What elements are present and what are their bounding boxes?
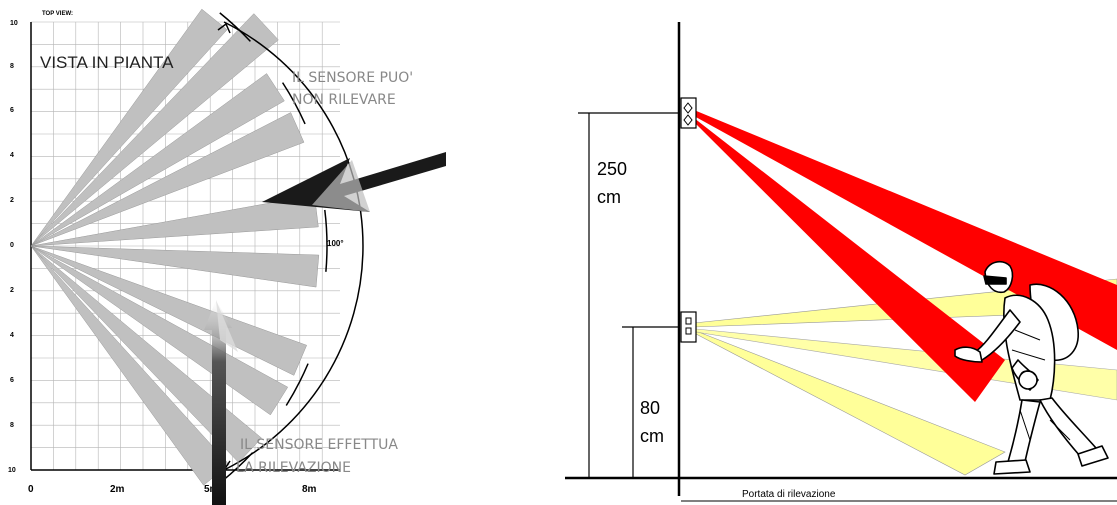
no-detect-label-line1: IL SENSORE PUO' — [292, 70, 413, 86]
height-low-value: 80 — [640, 398, 660, 418]
arc-segment — [324, 209, 328, 272]
high-sensor-icon — [680, 97, 697, 129]
beam — [30, 13, 279, 247]
x-tick-label: 2m — [110, 484, 125, 495]
beam — [30, 73, 285, 247]
upper-beams — [694, 110, 1117, 402]
y-tick-label: 8 — [10, 422, 14, 429]
angle-label: 100° — [327, 239, 344, 248]
x-tick-labels: 0 2m 5m 8m — [28, 484, 317, 495]
height-low-unit: cm — [640, 426, 664, 446]
y-tick-label: 6 — [10, 377, 14, 384]
walking-intruder-icon — [954, 260, 1109, 475]
arrow-detect-icon — [204, 300, 238, 505]
arc-segment — [285, 363, 309, 406]
low-sensor-icon — [680, 311, 697, 343]
beam — [30, 245, 308, 376]
top-view-panel: TOP VIEW: 10 8 6 4 2 0 2 4 6 8 10 0 2m 5… — [8, 8, 446, 505]
beam — [30, 245, 320, 288]
arc-segment — [219, 12, 251, 42]
height-high-unit: cm — [597, 187, 621, 207]
side-view-panel: 250 cm 80 cm — [565, 22, 1117, 502]
detect-label-line2: LA RILEVAZIONE — [236, 460, 351, 476]
upper-beam-bottom — [694, 118, 1005, 402]
arrow-no-detect-icon — [262, 152, 446, 212]
upper-beam-top — [694, 110, 1117, 350]
detect-label-line1: IL SENSORE EFFETTUA — [240, 437, 398, 453]
beam — [30, 112, 305, 247]
y-tick-label: 2 — [10, 197, 14, 204]
y-tick-label: 10 — [8, 467, 16, 474]
detection-beams — [30, 8, 320, 486]
height-high-value: 250 — [597, 159, 627, 179]
arc-segments — [219, 12, 328, 483]
range-arc — [223, 21, 364, 471]
y-tick-label: 4 — [10, 152, 14, 159]
no-detect-label-line2: NON RILEVARE — [292, 92, 396, 108]
y-tick-label: 6 — [10, 107, 14, 114]
y-tick-labels: 10 8 6 4 2 0 2 4 6 8 10 — [8, 20, 18, 474]
beam — [30, 245, 262, 463]
y-tick-label: 2 — [10, 287, 14, 294]
x-tick-label: 8m — [302, 484, 317, 495]
y-tick-label: 8 — [10, 63, 14, 70]
x-tick-label: 0 — [28, 484, 34, 495]
top-view-caption: TOP VIEW: — [42, 11, 73, 17]
arc-segment — [281, 82, 306, 125]
y-tick-label: 10 — [10, 20, 18, 27]
x-tick-label: 5m — [204, 484, 219, 495]
y-tick-label: 4 — [10, 332, 14, 339]
range-caption: Portata di rilevazione — [742, 489, 836, 500]
view-title: VISTA IN PIANTA — [40, 53, 174, 72]
beam — [30, 194, 319, 247]
y-tick-label: 0 — [10, 242, 14, 249]
arc-arrow-top — [217, 22, 231, 34]
beam — [30, 8, 228, 247]
